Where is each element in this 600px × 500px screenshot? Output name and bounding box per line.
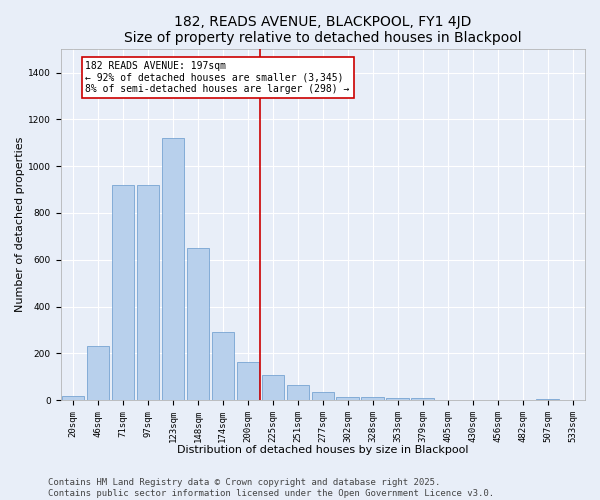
Title: 182, READS AVENUE, BLACKPOOL, FY1 4JD
Size of property relative to detached hous: 182, READS AVENUE, BLACKPOOL, FY1 4JD Si… bbox=[124, 15, 521, 45]
Bar bbox=[412, 398, 434, 400]
Text: Contains HM Land Registry data © Crown copyright and database right 2025.
Contai: Contains HM Land Registry data © Crown c… bbox=[48, 478, 494, 498]
Bar bbox=[236, 362, 259, 400]
Bar bbox=[137, 185, 159, 400]
Bar bbox=[361, 396, 384, 400]
Bar bbox=[62, 396, 84, 400]
Bar bbox=[87, 346, 109, 400]
X-axis label: Distribution of detached houses by size in Blackpool: Distribution of detached houses by size … bbox=[177, 445, 469, 455]
Text: 182 READS AVENUE: 197sqm
← 92% of detached houses are smaller (3,345)
8% of semi: 182 READS AVENUE: 197sqm ← 92% of detach… bbox=[85, 61, 350, 94]
Bar bbox=[311, 392, 334, 400]
Bar bbox=[287, 385, 309, 400]
Bar bbox=[112, 185, 134, 400]
Bar bbox=[386, 398, 409, 400]
Bar bbox=[187, 248, 209, 400]
Bar bbox=[262, 374, 284, 400]
Bar bbox=[212, 332, 234, 400]
Bar bbox=[536, 399, 559, 400]
Bar bbox=[161, 138, 184, 400]
Y-axis label: Number of detached properties: Number of detached properties bbox=[15, 137, 25, 312]
Bar bbox=[337, 396, 359, 400]
